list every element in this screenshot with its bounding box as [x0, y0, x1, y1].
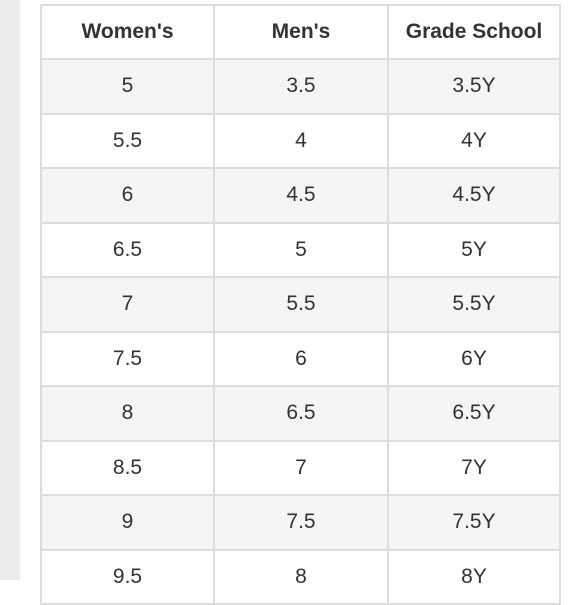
cell-womens: 8.5: [40, 439, 215, 496]
table-row: 9 7.5 7.5Y: [40, 494, 561, 551]
cell-grade-school: 8Y: [387, 548, 561, 605]
header-womens: Women's: [40, 4, 215, 60]
table-row: 9.5 8 8Y: [40, 548, 561, 605]
table-row: 6.5 5 5Y: [40, 221, 561, 278]
cell-grade-school: 7.5Y: [387, 494, 561, 551]
cell-womens: 9: [40, 494, 215, 551]
cell-grade-school: 5Y: [387, 221, 561, 278]
cell-womens: 9.5: [40, 548, 215, 605]
size-chart: Women's Men's Grade School 5 3.5 3.5Y 5.…: [40, 4, 561, 605]
header-mens: Men's: [213, 4, 389, 60]
table-row: 5 3.5 3.5Y: [40, 58, 561, 115]
table-row: 5.5 4 4Y: [40, 112, 561, 169]
cell-mens: 3.5: [213, 58, 389, 115]
table-row: 8.5 7 7Y: [40, 439, 561, 496]
cell-grade-school: 7Y: [387, 439, 561, 496]
cell-womens: 6: [40, 167, 215, 224]
cell-mens: 4.5: [213, 167, 389, 224]
cell-grade-school: 6Y: [387, 330, 561, 387]
cell-womens: 7.5: [40, 330, 215, 387]
page-gutter: [0, 0, 20, 580]
size-conversion-table: Women's Men's Grade School 5 3.5 3.5Y 5.…: [40, 4, 561, 605]
cell-grade-school: 6.5Y: [387, 385, 561, 442]
table-row: 6 4.5 4.5Y: [40, 167, 561, 224]
cell-womens: 7: [40, 276, 215, 333]
cell-mens: 7.5: [213, 494, 389, 551]
table-row: 7 5.5 5.5Y: [40, 276, 561, 333]
cell-mens: 6: [213, 330, 389, 387]
cell-grade-school: 5.5Y: [387, 276, 561, 333]
cell-grade-school: 4.5Y: [387, 167, 561, 224]
cell-mens: 5: [213, 221, 389, 278]
table-row: 7.5 6 6Y: [40, 330, 561, 387]
cell-grade-school: 3.5Y: [387, 58, 561, 115]
cell-womens: 5.5: [40, 112, 215, 169]
table-header-row: Women's Men's Grade School: [40, 4, 561, 60]
cell-mens: 4: [213, 112, 389, 169]
cell-mens: 7: [213, 439, 389, 496]
header-grade-school: Grade School: [387, 4, 561, 60]
cell-mens: 5.5: [213, 276, 389, 333]
table-row: 8 6.5 6.5Y: [40, 385, 561, 442]
cell-grade-school: 4Y: [387, 112, 561, 169]
cell-womens: 6.5: [40, 221, 215, 278]
cell-womens: 5: [40, 58, 215, 115]
cell-womens: 8: [40, 385, 215, 442]
cell-mens: 6.5: [213, 385, 389, 442]
cell-mens: 8: [213, 548, 389, 605]
